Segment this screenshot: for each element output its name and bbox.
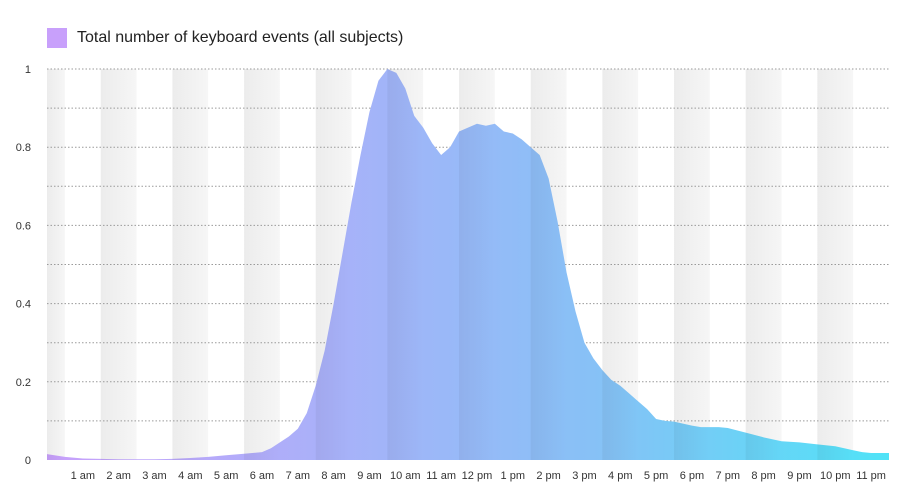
area-column-shade — [387, 69, 424, 460]
y-axis: 0 0.2 0.4 0.6 0.8 1 — [16, 64, 31, 467]
y-tick-label: 0 — [25, 455, 31, 467]
x-tick-label: 4 am — [178, 470, 202, 482]
x-tick-label: 2 pm — [536, 470, 560, 482]
legend-swatch — [47, 28, 67, 48]
x-tick-label: 5 am — [214, 470, 238, 482]
legend: Total number of keyboard events (all sub… — [47, 27, 403, 49]
y-tick-label: 0.6 — [16, 220, 31, 232]
x-tick-label: 3 pm — [572, 470, 596, 482]
column-band — [47, 69, 65, 460]
x-tick-label: 9 pm — [787, 470, 811, 482]
y-tick-label: 0.2 — [16, 377, 31, 389]
y-tick-label: 0.8 — [16, 142, 31, 154]
y-tick-label: 1 — [25, 64, 31, 76]
x-tick-label: 8 am — [321, 470, 345, 482]
x-tick-label: 6 am — [250, 470, 274, 482]
x-tick-label: 3 am — [142, 470, 166, 482]
x-tick-label: 2 am — [106, 470, 130, 482]
x-tick-label: 5 pm — [644, 470, 668, 482]
x-tick-label: 11 pm — [856, 470, 886, 482]
x-tick-label: 7 am — [286, 470, 310, 482]
area-column-shade — [459, 69, 495, 460]
x-tick-label: 1 pm — [501, 470, 525, 482]
y-tick-label: 0.4 — [16, 299, 31, 311]
x-tick-label: 4 pm — [608, 470, 632, 482]
x-tick-label: 10 am — [390, 470, 421, 482]
x-tick-label: 1 am — [71, 470, 95, 482]
x-tick-label: 11 am — [426, 470, 456, 482]
x-tick-label: 9 am — [357, 470, 381, 482]
x-tick-label: 6 pm — [680, 470, 704, 482]
legend-label: Total number of keyboard events (all sub… — [77, 29, 404, 46]
x-tick-label: 10 pm — [820, 470, 851, 482]
x-axis: 1 am 2 am 3 am 4 am 5 am 6 am 7 am 8 am 9 am 10 a… — [71, 470, 886, 482]
x-tick-label: 8 pm — [751, 470, 775, 482]
x-tick-label: 12 pm — [462, 470, 493, 482]
x-tick-label: 7 pm — [716, 470, 740, 482]
